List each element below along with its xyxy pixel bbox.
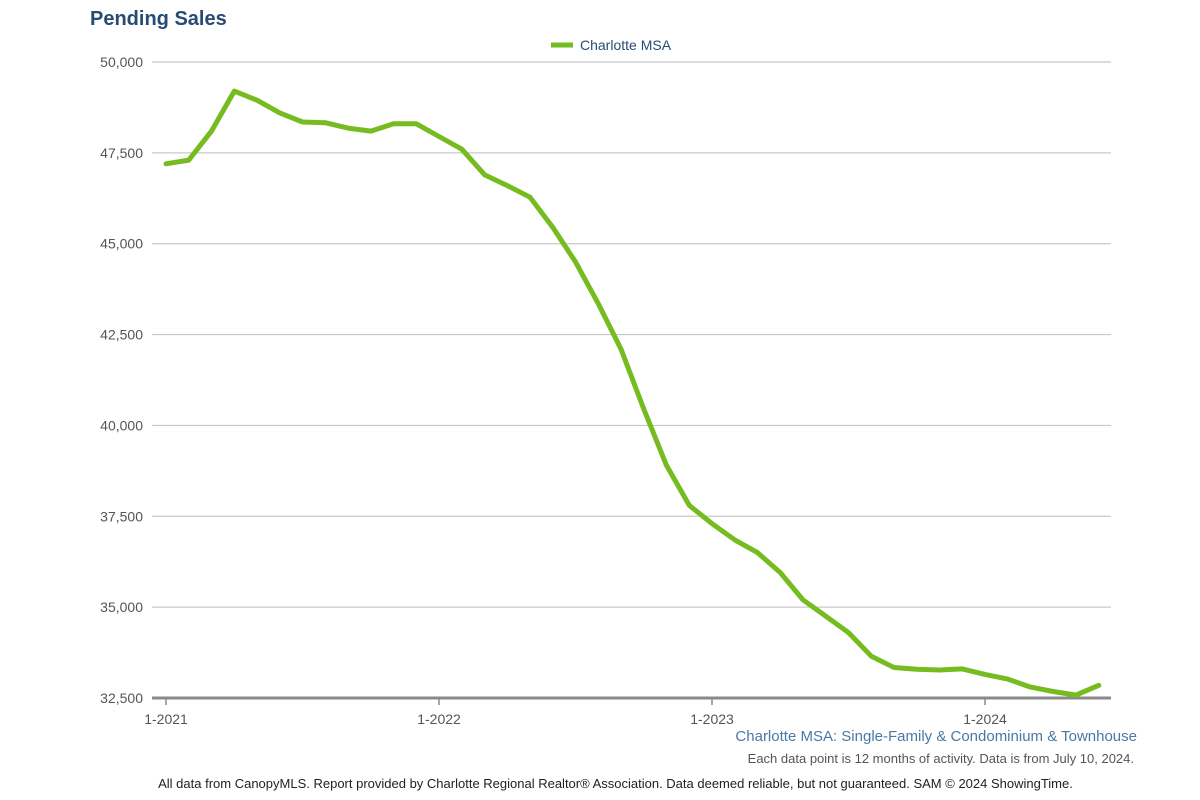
y-tick-label: 45,000 bbox=[100, 236, 143, 252]
chart-subtitle: Charlotte MSA: Single-Family & Condomini… bbox=[735, 728, 1137, 745]
y-tick-label: 40,000 bbox=[100, 417, 143, 433]
series-line bbox=[163, 88, 1102, 698]
y-tick-label: 47,500 bbox=[100, 145, 143, 161]
y-tick-label: 32,500 bbox=[100, 690, 143, 706]
x-tick-label: 1-2023 bbox=[690, 711, 734, 727]
legend-label: Charlotte MSA bbox=[580, 37, 672, 53]
y-tick-label: 37,500 bbox=[100, 508, 143, 524]
source-footer: All data from CanopyMLS. Report provided… bbox=[158, 776, 1073, 791]
x-tick-label: 1-2024 bbox=[963, 711, 1007, 727]
data-note: Each data point is 12 months of activity… bbox=[747, 751, 1134, 766]
y-tick-label: 42,500 bbox=[100, 327, 143, 343]
chart-title: Pending Sales bbox=[90, 8, 227, 30]
y-tick-label: 35,000 bbox=[100, 599, 143, 615]
x-tick-label: 1-2022 bbox=[417, 711, 461, 727]
y-tick-label: 50,000 bbox=[100, 54, 143, 70]
x-tick-label: 1-2021 bbox=[144, 711, 188, 727]
